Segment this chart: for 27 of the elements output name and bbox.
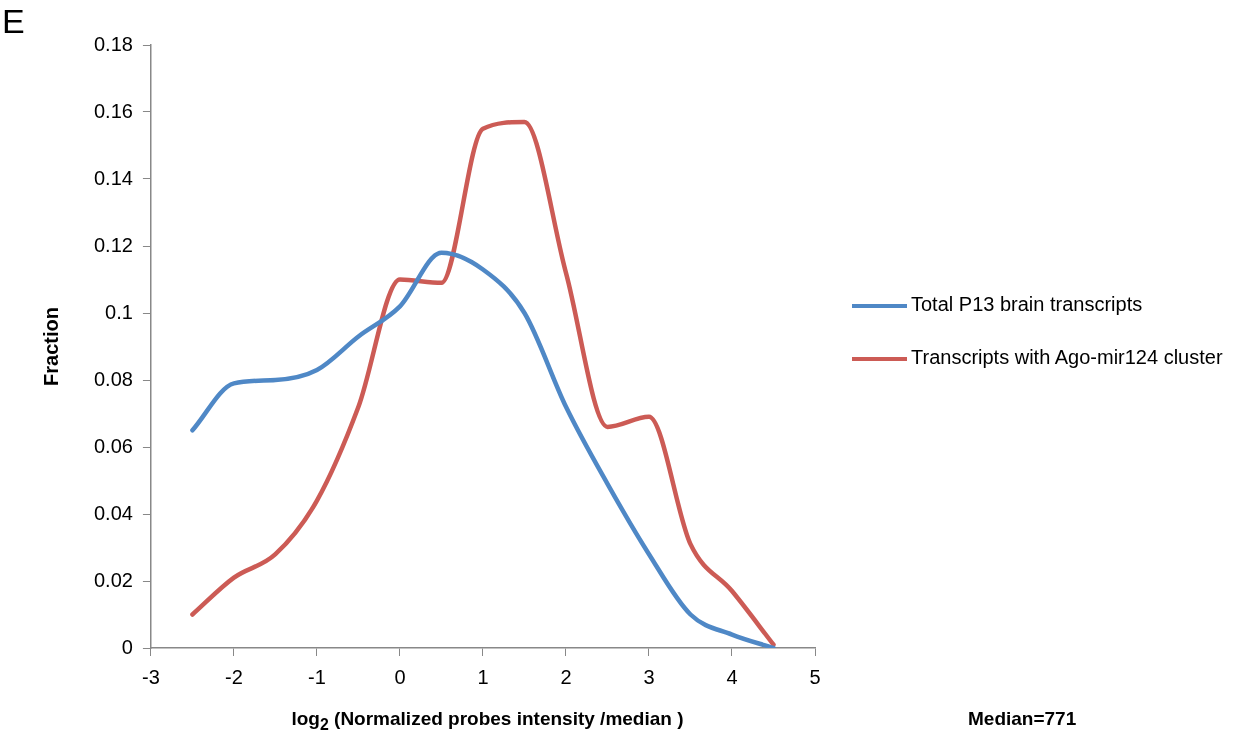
line-series [190, 119, 776, 647]
chart-title: E [2, 2, 25, 41]
line-series [190, 250, 776, 648]
y-tick-label: 0.14 [93, 166, 133, 189]
text: Median=771 [968, 708, 1077, 730]
x-tick-label: -2 [225, 665, 243, 688]
y-tick-label: 0.12 [93, 233, 133, 256]
y-tick-label: 0.16 [93, 99, 133, 122]
x-tick-label: 2 [560, 665, 572, 688]
y-tick-label: 0 [121, 635, 133, 658]
y-tick-label: 0.06 [93, 434, 133, 457]
legend-label: Total P13 brain transcripts [911, 293, 1143, 316]
x-tick-label: -3 [142, 665, 160, 688]
x-tick-label: 4 [726, 665, 738, 688]
x-tick-label: 1 [477, 665, 489, 688]
legend-label: Transcripts with Ago-mir124 cluster [911, 346, 1223, 369]
y-tick-label: 0.1 [105, 300, 133, 323]
x-tick-label: 3 [643, 665, 655, 688]
y-tick-label: 0.02 [93, 568, 133, 591]
y-tick-label: 0.08 [93, 367, 133, 390]
y-tick-label: 0.18 [93, 32, 133, 55]
y-tick-label: 0.04 [93, 501, 133, 524]
y-axis-title: Fraction [39, 307, 62, 386]
x-axis-title: log$_{2}$ (Normalized probes intensity /median ) [290, 708, 685, 734]
x-tick-label: 0 [394, 665, 406, 688]
x-tick-label: -1 [308, 665, 326, 688]
x-tick-label: 5 [809, 665, 821, 688]
